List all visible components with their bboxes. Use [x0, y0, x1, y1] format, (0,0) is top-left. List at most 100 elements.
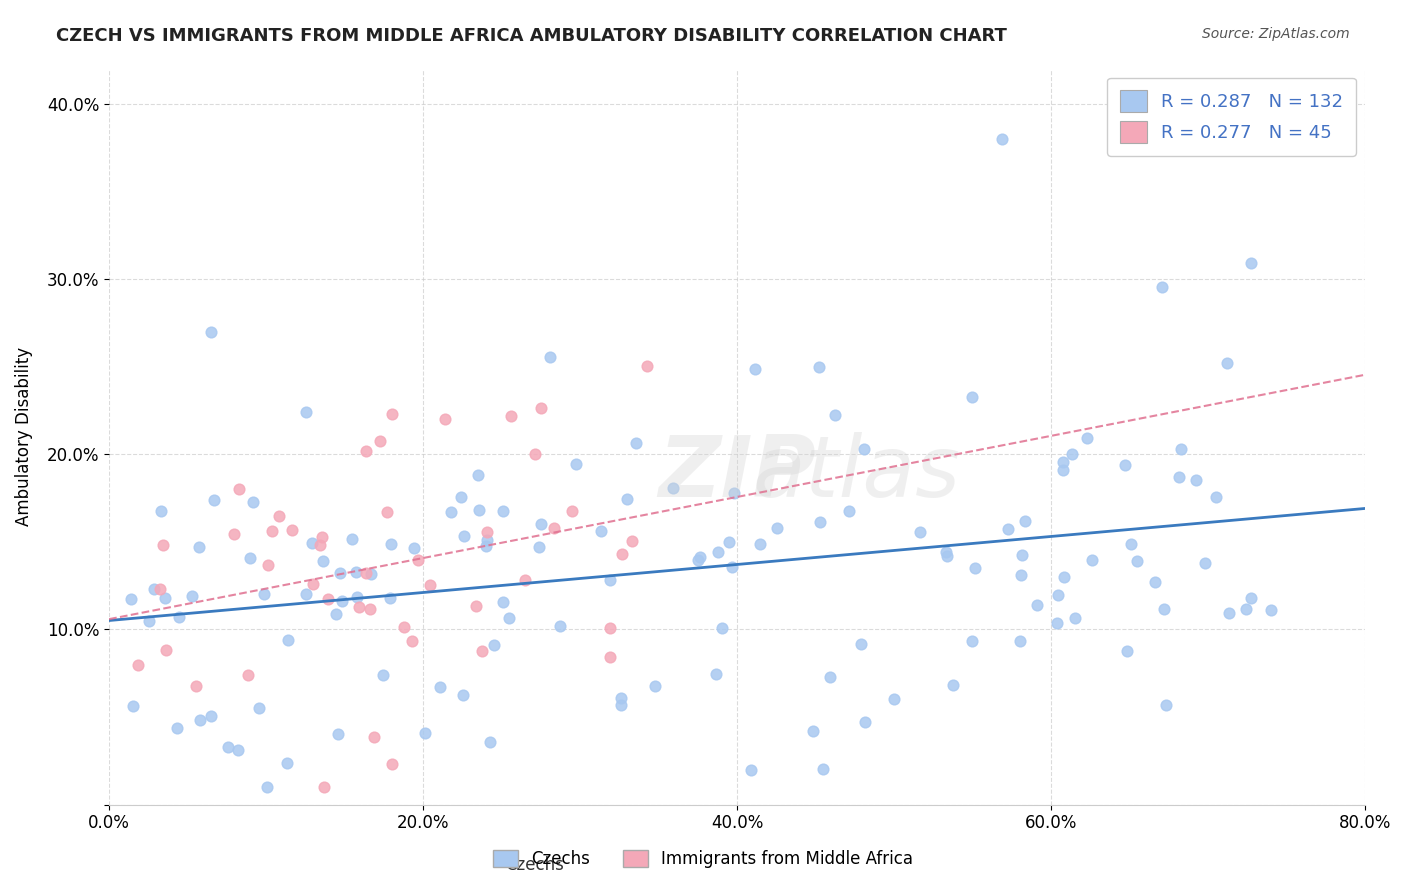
- Point: [740, 763, 762, 777]
- Point: [475, 533, 498, 548]
- Point: [464, 599, 486, 613]
- Text: CZECH VS IMMIGRANTS FROM MIDDLE AFRICA AMBULATORY DISABILITY CORRELATION CHART: CZECH VS IMMIGRANTS FROM MIDDLE AFRICA A…: [56, 27, 1007, 45]
- Point: [527, 540, 550, 554]
- Point: [1144, 574, 1167, 589]
- Point: [224, 526, 246, 541]
- Point: [1234, 602, 1257, 616]
- Point: [453, 528, 475, 542]
- Point: [883, 691, 905, 706]
- Point: [616, 491, 638, 506]
- Point: [1168, 470, 1191, 484]
- Point: [167, 610, 190, 624]
- Point: [346, 591, 368, 605]
- Legend: Czechs, Immigrants from Middle Africa: Czechs, Immigrants from Middle Africa: [486, 843, 920, 875]
- Point: [962, 634, 984, 648]
- Text: Czechs: Czechs: [505, 856, 564, 874]
- Point: [381, 756, 404, 771]
- Point: [247, 701, 270, 715]
- Point: [1014, 515, 1036, 529]
- Point: [538, 350, 561, 364]
- Point: [120, 592, 142, 607]
- Point: [808, 515, 831, 529]
- Point: [342, 532, 364, 546]
- Point: [1194, 556, 1216, 570]
- Point: [1053, 570, 1076, 584]
- Point: [200, 709, 222, 723]
- Point: [440, 505, 463, 519]
- Point: [748, 537, 770, 551]
- Point: [262, 524, 284, 538]
- Point: [565, 458, 588, 472]
- Point: [963, 561, 986, 575]
- Point: [311, 530, 333, 544]
- Point: [344, 565, 367, 579]
- Point: [181, 589, 204, 603]
- Point: [328, 566, 350, 580]
- Point: [991, 131, 1014, 145]
- Point: [610, 691, 633, 706]
- Point: [301, 536, 323, 550]
- Point: [482, 639, 505, 653]
- Point: [434, 412, 457, 426]
- Point: [253, 587, 276, 601]
- Point: [599, 621, 621, 635]
- Point: [492, 504, 515, 518]
- Point: [368, 434, 391, 449]
- Point: [717, 535, 740, 549]
- Point: [149, 582, 172, 596]
- Point: [326, 727, 349, 741]
- Legend: R = 0.287   N = 132, R = 0.277   N = 45: R = 0.287 N = 132, R = 0.277 N = 45: [1107, 78, 1355, 156]
- Y-axis label: Ambulatory Disability: Ambulatory Disability: [15, 347, 32, 526]
- Point: [155, 643, 177, 657]
- Point: [644, 679, 666, 693]
- Point: [1260, 603, 1282, 617]
- Point: [610, 547, 633, 561]
- Point: [1052, 455, 1074, 469]
- Point: [190, 713, 212, 727]
- Point: [1010, 567, 1032, 582]
- Point: [1154, 698, 1177, 712]
- Point: [662, 481, 685, 495]
- Point: [530, 401, 553, 415]
- Point: [960, 390, 983, 404]
- Point: [853, 714, 876, 729]
- Point: [524, 447, 547, 461]
- Text: atlas: atlas: [752, 432, 960, 515]
- Point: [354, 566, 377, 581]
- Point: [138, 614, 160, 628]
- Point: [242, 495, 264, 509]
- Point: [723, 486, 745, 500]
- Point: [1045, 616, 1067, 631]
- Point: [591, 524, 613, 538]
- Point: [688, 553, 710, 567]
- Point: [824, 408, 846, 422]
- Point: [312, 780, 335, 794]
- Point: [721, 560, 744, 574]
- Point: [419, 577, 441, 591]
- Point: [356, 444, 378, 458]
- Point: [478, 735, 501, 749]
- Point: [1064, 610, 1087, 624]
- Point: [276, 756, 298, 771]
- Text: ZIP: ZIP: [658, 432, 815, 515]
- Point: [808, 359, 831, 374]
- Point: [471, 644, 494, 658]
- Point: [451, 688, 474, 702]
- Point: [363, 730, 385, 744]
- Point: [302, 576, 325, 591]
- Point: [217, 739, 239, 754]
- Point: [853, 442, 876, 456]
- Point: [1076, 431, 1098, 445]
- Point: [1011, 548, 1033, 562]
- Point: [143, 582, 166, 596]
- Point: [152, 538, 174, 552]
- Point: [467, 468, 489, 483]
- Point: [404, 541, 426, 555]
- Point: [942, 678, 965, 692]
- Point: [200, 325, 222, 339]
- Point: [636, 359, 658, 374]
- Point: [624, 436, 647, 450]
- Point: [1150, 280, 1173, 294]
- Point: [1116, 643, 1139, 657]
- Point: [1047, 588, 1070, 602]
